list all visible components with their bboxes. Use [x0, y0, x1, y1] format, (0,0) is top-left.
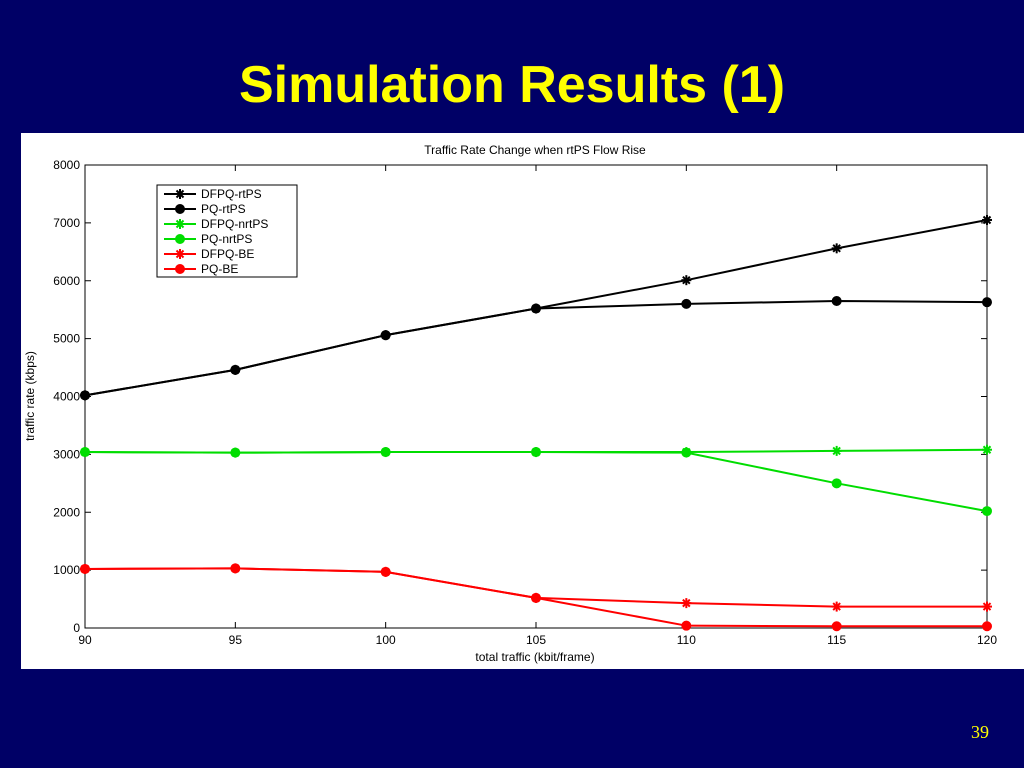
legend-label-pq-be: PQ-BE: [201, 262, 238, 276]
legend-marker-dfpq-be: [175, 249, 185, 259]
legend-label-dfpq-rtps: DFPQ-rtPS: [201, 187, 262, 201]
data-point-pq-rtps: [681, 298, 692, 309]
data-point-pq-be: [982, 621, 992, 632]
legend-marker-dfpq-nrtps: [175, 219, 185, 229]
legend-marker-dfpq-rtps: [175, 189, 185, 199]
x-tick-label: 100: [376, 633, 396, 647]
data-point-pq-rtps: [831, 296, 842, 307]
legend-label-dfpq-be: DFPQ-BE: [201, 247, 254, 261]
legend-label-dfpq-nrtps: DFPQ-nrtPS: [201, 217, 268, 231]
star-arm: [982, 445, 992, 454]
legend-label-pq-nrtps: PQ-nrtPS: [201, 232, 252, 246]
y-tick-label: 1000: [53, 563, 80, 577]
x-tick-label: 95: [229, 633, 243, 647]
x-axis: 90 95 100 105 110 115 120: [78, 165, 997, 647]
data-point-pq-nrtps: [831, 478, 842, 489]
data-point-pq-be: [380, 566, 391, 577]
data-point-pq-rtps: [80, 390, 90, 401]
x-tick-label: 110: [677, 633, 696, 647]
x-tick-label: 90: [78, 633, 92, 647]
star-arm: [175, 249, 185, 259]
y-tick-label: 8000: [53, 158, 80, 172]
y-tick-label: 3000: [53, 447, 80, 461]
data-point-pq-nrtps: [230, 447, 241, 458]
data-point-pq-be: [80, 563, 90, 574]
star-arm: [982, 215, 992, 225]
data-point-dfpq-rtps: [831, 243, 842, 254]
y-tick-label: 4000: [53, 390, 80, 404]
data-point-dfpq-be: [982, 601, 992, 612]
data-point-dfpq-nrtps: [831, 445, 842, 456]
x-tick-label: 105: [526, 633, 546, 647]
y-tick-label: 6000: [53, 274, 80, 288]
legend-marker-pq-be: [175, 264, 185, 274]
legend: DFPQ-rtPSPQ-rtPSDFPQ-nrtPSPQ-nrtPSDFPQ-B…: [156, 184, 298, 278]
data-point-dfpq-rtps: [982, 214, 992, 225]
star-arm: [175, 189, 185, 199]
data-point-pq-rtps: [531, 303, 541, 314]
legend-box: [156, 184, 298, 278]
data-point-pq-rtps: [982, 297, 992, 308]
legend-label-pq-rtps: PQ-rtPS: [201, 202, 246, 216]
data-point-pq-nrtps: [681, 447, 692, 458]
star-arm: [982, 602, 992, 611]
data-point-pq-be: [681, 620, 692, 631]
data-point-pq-nrtps: [531, 447, 541, 458]
y-axis-label: traffic rate (kbps): [23, 351, 37, 441]
data-point-dfpq-be: [831, 601, 842, 612]
data-point-pq-nrtps: [380, 447, 391, 458]
data-point-dfpq-rtps: [681, 275, 692, 286]
data-point-pq-be: [831, 621, 842, 632]
star-arm: [175, 219, 185, 229]
series-line-pq-rtps: [84, 300, 988, 397]
series-line-pq-nrtps: [84, 451, 988, 513]
legend-marker-pq-nrtps: [175, 234, 185, 244]
data-point-pq-be: [531, 592, 541, 603]
page-number: 39: [971, 722, 989, 742]
slide-title: Simulation Results (1): [238, 56, 786, 114]
data-point-dfpq-nrtps: [982, 444, 992, 455]
legend-marker-pq-rtps: [175, 204, 185, 214]
data-point-dfpq-be: [681, 598, 692, 609]
y-axis: 0 1000 2000 3000 4000 5000 6000 7000 8000: [53, 158, 987, 635]
data-point-pq-be: [230, 563, 241, 574]
star-arm: [832, 244, 841, 253]
chart-title: Traffic Rate Change when rtPS Flow Rise: [424, 143, 646, 157]
star-arm: [832, 602, 841, 611]
x-tick-label: 120: [977, 633, 997, 647]
y-tick-label: 5000: [53, 332, 80, 346]
series-layer: [80, 214, 992, 632]
star-arm: [832, 446, 841, 456]
y-tick-label: 2000: [53, 505, 80, 519]
line-chart: Traffic Rate Change when rtPS Flow Rise …: [23, 143, 997, 664]
star-arm: [682, 598, 691, 608]
star-arm: [682, 275, 691, 285]
chart-figure: Traffic Rate Change when rtPS Flow Rise …: [21, 133, 1024, 669]
y-tick-label: 0: [73, 621, 80, 635]
data-point-pq-rtps: [230, 364, 241, 375]
data-point-pq-nrtps: [982, 506, 992, 517]
x-tick-label: 115: [827, 633, 846, 647]
y-tick-label: 7000: [53, 216, 80, 230]
x-axis-label: total traffic (kbit/frame): [475, 650, 594, 664]
data-point-pq-nrtps: [80, 447, 90, 458]
data-point-pq-rtps: [380, 330, 391, 341]
